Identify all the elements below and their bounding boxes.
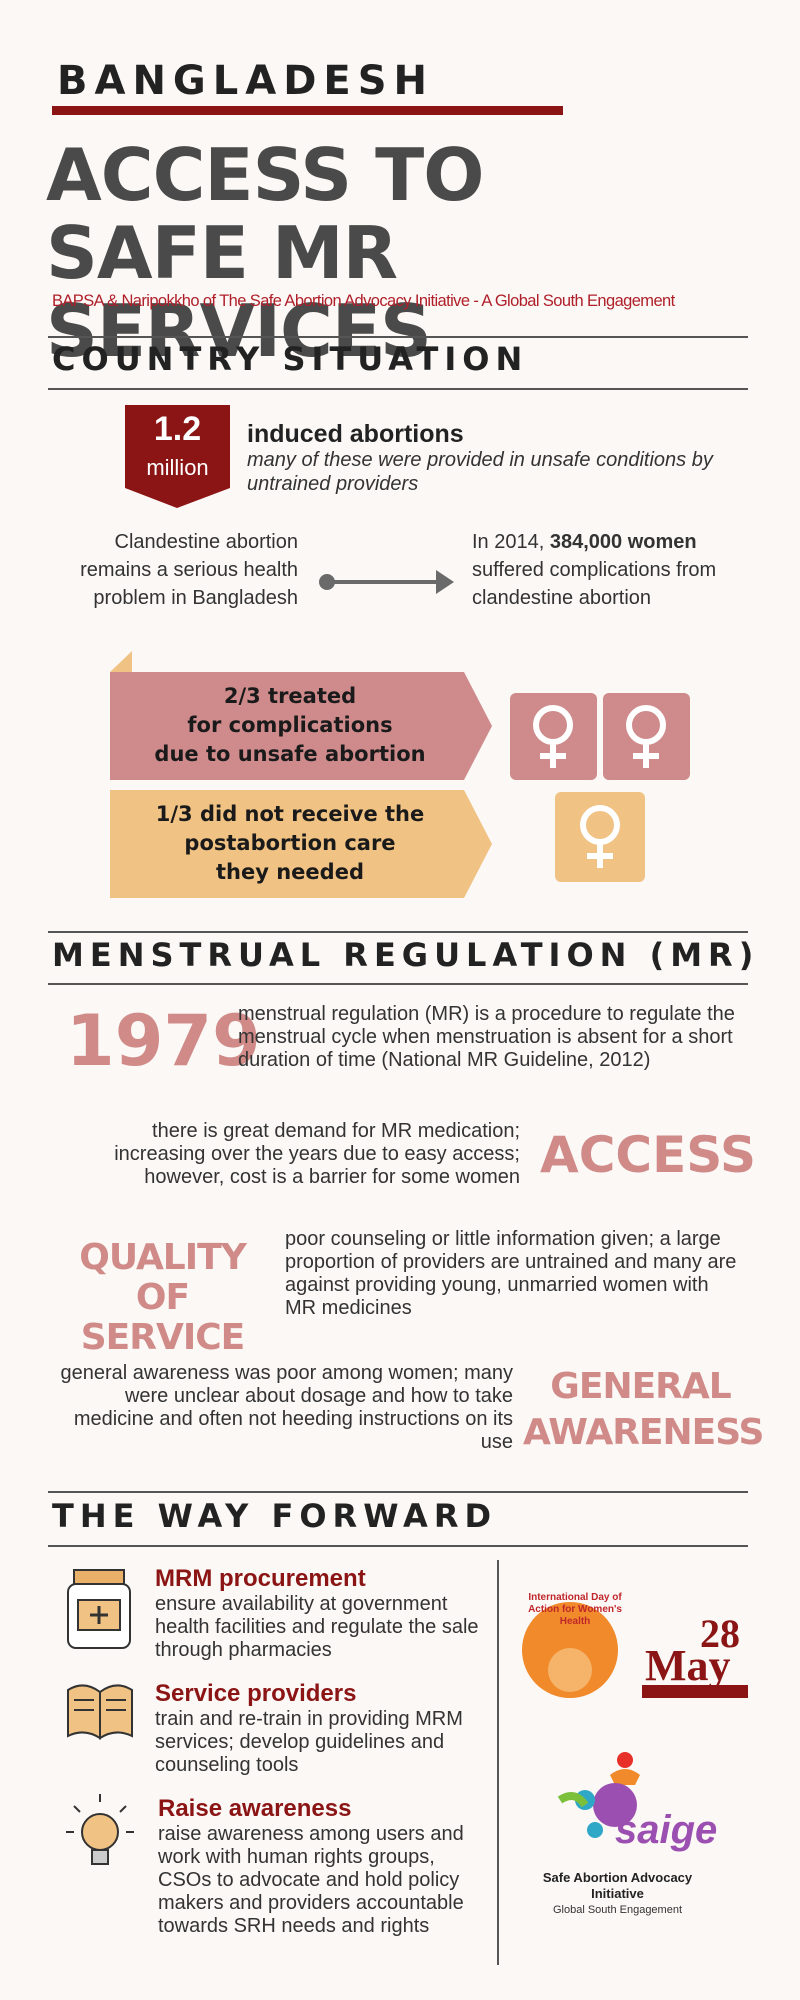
item-text: train and re-train in providing MRM serv… xyxy=(155,1708,463,1776)
line: 2/3 treated xyxy=(223,684,357,708)
item: Service providers train and re-train in … xyxy=(155,1680,485,1777)
line: postabortion care xyxy=(184,831,396,855)
line: they needed xyxy=(216,860,364,884)
rule xyxy=(48,1491,748,1493)
line: for complications xyxy=(187,713,393,737)
book-icon xyxy=(67,1684,133,1740)
treated: 2/3 treated for complications due to uns… xyxy=(110,682,470,769)
item-title: Service providers xyxy=(155,1680,357,1707)
female-icons xyxy=(510,693,690,882)
rule xyxy=(48,983,748,985)
day: 28 xyxy=(700,1611,740,1656)
line: QUALITY xyxy=(79,1237,247,1278)
title-bar xyxy=(52,106,563,115)
country: BANGLADESH xyxy=(57,58,435,104)
access-label: ACCESS xyxy=(540,1126,757,1184)
untreated: 1/3 did not receive the postabortion car… xyxy=(110,800,470,887)
banner-orange xyxy=(110,790,492,898)
line: AWARENESS xyxy=(523,1412,764,1453)
month: May xyxy=(645,1641,731,1690)
highlight: 384,000 women xyxy=(549,531,697,553)
title: ACCESS TO SAFE MR SERVICES xyxy=(46,136,800,370)
saige-sub: Global South Engagement xyxy=(552,1904,683,1916)
stat-note: many of these were provided in unsafe co… xyxy=(247,449,713,495)
stat-label: induced abortions xyxy=(247,420,464,448)
day-logo xyxy=(522,1602,748,1698)
access-text: there is great demand for MR medication;… xyxy=(114,1120,520,1188)
day-logo-text: International Day of Action for Women's … xyxy=(528,1592,622,1627)
rule xyxy=(48,1545,748,1547)
year: 1979 xyxy=(66,1000,261,1082)
item: MRM procurement ensure availability at g… xyxy=(155,1565,485,1662)
jar-icon xyxy=(67,1569,131,1649)
item: Raise awareness raise awareness among us… xyxy=(158,1795,478,1938)
rule xyxy=(48,388,748,390)
arrow-dot xyxy=(319,574,335,590)
awareness-label: GENERAL AWARENESS xyxy=(523,1364,764,1456)
saige-logo xyxy=(557,1752,640,1838)
section-heading: THE WAY FORWARD xyxy=(52,1497,498,1535)
stat-badge xyxy=(125,405,230,508)
problem: Clandestine abortion remains a serious h… xyxy=(80,531,298,609)
banner-pink xyxy=(110,672,492,780)
arrow-head xyxy=(436,570,454,594)
section-heading: MENSTRUAL REGULATION (MR) xyxy=(52,936,760,974)
bulb-icon xyxy=(66,1794,134,1865)
title-line: ACCESS TO xyxy=(46,133,484,217)
item-text: raise awareness among users and work wit… xyxy=(158,1823,464,1937)
text: suffered complications from clandestine … xyxy=(472,559,717,609)
rule xyxy=(48,336,748,338)
fold xyxy=(110,651,132,672)
section-heading: COUNTRY SITUATION xyxy=(52,340,529,378)
item-title: MRM procurement xyxy=(155,1565,366,1592)
line: GENERAL xyxy=(550,1366,731,1407)
saige: saige xyxy=(615,1808,718,1852)
title-line: SAFE MR SERVICES xyxy=(46,211,432,373)
rule xyxy=(48,931,748,933)
complications: In 2014, 384,000 women suffered complica… xyxy=(472,528,742,612)
stat-unit: million xyxy=(146,455,209,480)
line: 1/3 did not receive the xyxy=(155,802,425,826)
quality-label: QUALITY OF SERVICE xyxy=(50,1238,275,1358)
line: OF SERVICE xyxy=(80,1277,246,1358)
subtitle: BAPSA & Naripokkho of The Safe Abortion … xyxy=(52,292,675,310)
awareness-text: general awareness was poor among women; … xyxy=(60,1362,513,1453)
quality-text: poor counseling or little information gi… xyxy=(285,1228,737,1319)
year-text: menstrual regulation (MR) is a procedure… xyxy=(238,1003,735,1071)
text: In 2014, xyxy=(472,531,545,553)
item-text: ensure availability at government health… xyxy=(155,1593,479,1661)
item-title: Raise awareness xyxy=(158,1795,352,1822)
line: due to unsafe abortion xyxy=(154,742,426,766)
stat-number: 1.2 xyxy=(153,410,202,448)
stat: 1.2 million xyxy=(125,410,230,481)
saige-name: Safe Abortion Advocacy Initiative xyxy=(542,1870,693,1901)
